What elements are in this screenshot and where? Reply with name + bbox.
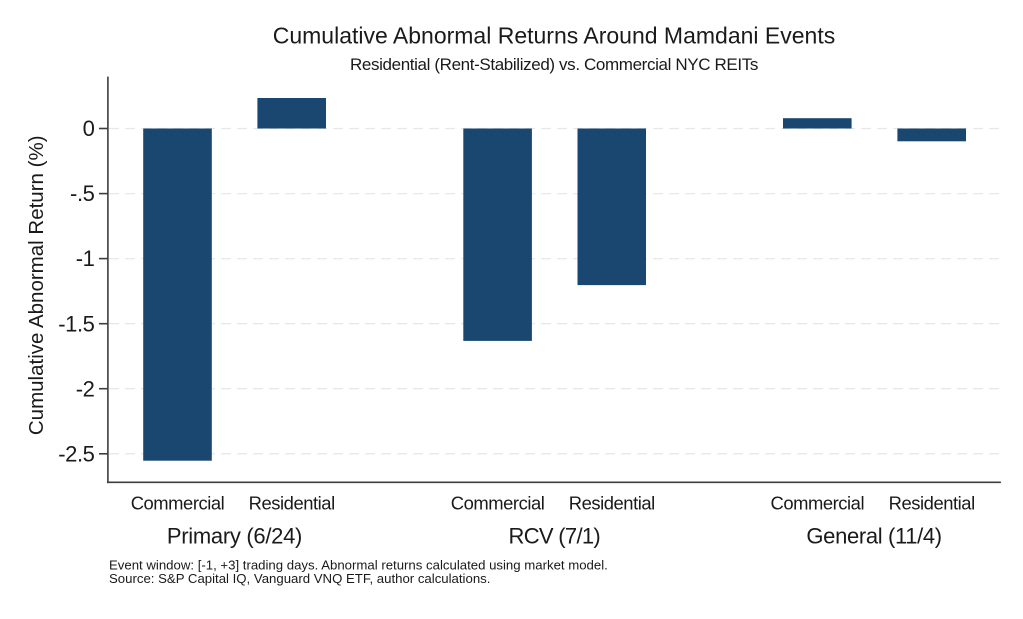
svg-text:-2.5: -2.5 [58, 441, 94, 466]
svg-text:Commercial: Commercial [770, 492, 864, 513]
svg-text:Residential: Residential [569, 492, 655, 513]
svg-text:Commercial: Commercial [451, 492, 545, 513]
svg-text:0: 0 [83, 116, 95, 141]
svg-text:Source: S&P Capital IQ, Vangua: Source: S&P Capital IQ, Vanguard VNQ ETF… [109, 571, 490, 586]
svg-text:General (11/4): General (11/4) [806, 523, 941, 548]
svg-text:Primary (6/24): Primary (6/24) [167, 523, 302, 548]
svg-text:Event window: [-1, +3] trading: Event window: [-1, +3] trading days. Abn… [109, 558, 608, 573]
svg-text:-.5: -.5 [70, 181, 95, 206]
svg-text:Cumulative Abnormal Return (%): Cumulative Abnormal Return (%) [25, 135, 48, 435]
svg-text:-2: -2 [76, 376, 95, 401]
svg-text:RCV (7/1): RCV (7/1) [509, 523, 601, 548]
svg-text:-1.5: -1.5 [58, 311, 94, 336]
svg-text:-1: -1 [76, 246, 95, 271]
svg-text:Commercial: Commercial [131, 492, 225, 513]
svg-text:Residential (Rent-Stabilized): Residential (Rent-Stabilized) vs. Commer… [350, 55, 758, 74]
svg-text:Residential: Residential [249, 492, 335, 513]
svg-text:Cumulative Abnormal Returns Ar: Cumulative Abnormal Returns Around Mamda… [273, 23, 836, 49]
svg-text:Residential: Residential [889, 492, 975, 513]
